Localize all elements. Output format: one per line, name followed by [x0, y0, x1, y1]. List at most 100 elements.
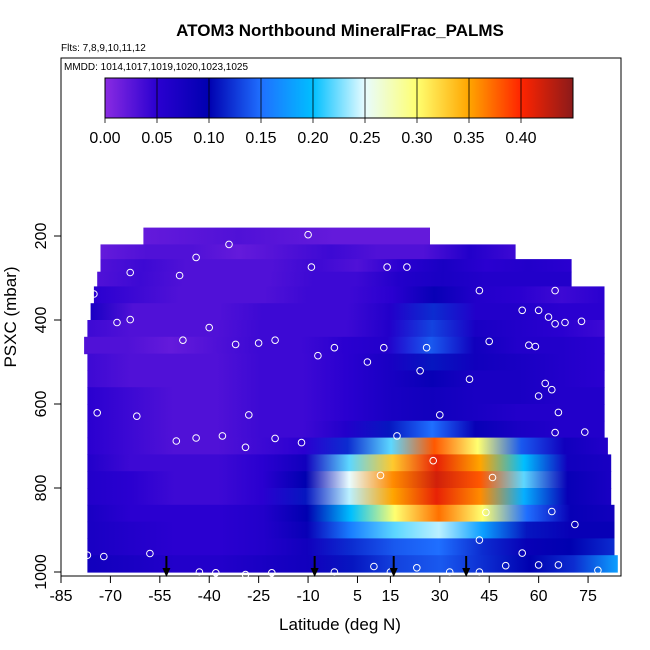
sample-point — [304, 230, 312, 239]
sample-point — [175, 271, 184, 280]
sample-point — [307, 263, 316, 271]
sample-point — [561, 318, 569, 327]
sample-point — [314, 351, 322, 360]
x-axis: -85 -70 -55 -40 -25 -10 5 15 30 45 60 75 — [49, 576, 597, 605]
sample-point — [413, 564, 421, 572]
colorbar-tick-label: 0.20 — [297, 130, 328, 147]
sample-point — [271, 336, 279, 345]
sample-point — [212, 569, 220, 577]
heatmap-band — [84, 336, 605, 355]
colorbar-tick-label: 0.25 — [349, 130, 380, 147]
heatmap-band — [87, 404, 605, 422]
sample-point — [488, 473, 497, 482]
x-tick-label: -40 — [198, 588, 221, 605]
sample-point — [541, 379, 550, 388]
sample-point — [534, 561, 543, 569]
sample-point — [218, 432, 227, 440]
sample-point — [192, 253, 200, 262]
sample-point — [518, 549, 527, 557]
heatmap-band — [87, 555, 618, 573]
x-tick-label: 75 — [579, 588, 597, 605]
sample-point — [179, 336, 187, 345]
heatmap-band — [87, 504, 615, 523]
sample-point — [225, 240, 233, 249]
x-axis-label: Latitude (deg N) — [279, 615, 401, 634]
sample-point — [195, 568, 204, 576]
sample-point — [383, 263, 391, 271]
x-tick-label: 60 — [530, 588, 548, 605]
y-tick-label: 600 — [33, 391, 50, 418]
colorbar-tick-label: 0.30 — [401, 130, 432, 147]
sample-point — [90, 290, 98, 298]
y-tick-label: 1000 — [33, 554, 50, 590]
sample-point — [551, 428, 559, 437]
heatmap-band — [97, 271, 572, 287]
colorbar-tick-label: 0.00 — [89, 130, 120, 147]
y-tick-label: 200 — [33, 223, 50, 250]
y-axis: 200 400 600 800 1000 — [33, 223, 61, 590]
colorbar-tick-label: 0.05 — [141, 130, 172, 147]
sample-point — [577, 317, 586, 326]
sample-point — [192, 434, 200, 442]
heatmap-band — [100, 244, 516, 260]
y-tick-label: 800 — [33, 475, 50, 502]
sample-point — [393, 432, 401, 440]
sample-point — [551, 286, 559, 295]
dates-label: MMDD: 1014,1017,1019,1020,1023,1025 — [64, 62, 248, 73]
sample-point — [231, 340, 240, 349]
heatmap-band — [93, 286, 605, 304]
colorbar-tick-label: 0.15 — [245, 130, 276, 147]
sample-point — [376, 471, 385, 480]
chart-title: ATOM3 Northbound MineralFrac_PALMS — [176, 21, 504, 40]
sample-point — [485, 337, 494, 346]
sample-point — [271, 434, 279, 443]
heatmap-layer — [84, 227, 618, 573]
flight-arrow — [389, 556, 398, 577]
sample-point — [554, 408, 563, 417]
colorbar-tick-label: 0.35 — [453, 130, 484, 147]
x-tick-label: 30 — [431, 588, 449, 605]
sample-point — [534, 306, 543, 315]
sample-point — [380, 343, 388, 352]
colorbar-gradient — [104, 77, 574, 119]
colorbar-tick-label: 0.10 — [193, 130, 224, 147]
heatmap-band — [87, 387, 605, 405]
sample-point — [475, 536, 484, 544]
sample-point — [205, 323, 213, 332]
heatmap-band — [87, 471, 612, 489]
heatmap-band — [87, 420, 605, 439]
sample-point — [113, 318, 121, 327]
sample-point — [445, 568, 454, 576]
x-tick-label: 5 — [353, 588, 362, 605]
sample-point — [330, 343, 339, 352]
sample-point — [146, 549, 154, 558]
sample-point — [475, 286, 484, 295]
x-tick-label: 45 — [480, 588, 498, 605]
sample-point — [501, 561, 510, 570]
sample-point — [416, 367, 424, 375]
sample-point — [429, 456, 438, 465]
heatmap-band — [100, 259, 572, 273]
x-tick-label: 15 — [382, 588, 400, 605]
heatmap-band — [87, 488, 612, 506]
heatmap-band — [87, 538, 615, 556]
sample-point — [370, 562, 378, 571]
sample-point — [126, 315, 134, 324]
sample-point — [551, 320, 559, 328]
sample-point — [241, 570, 250, 579]
x-tick-label: -25 — [247, 588, 270, 605]
colorbar: 0.00 0.05 0.10 0.15 0.20 0.25 0.30 0.35 0.40 — [89, 77, 574, 147]
heatmap-band — [87, 370, 605, 388]
x-tick-label: -85 — [49, 588, 72, 605]
sample-point — [518, 306, 527, 315]
sample-point — [422, 343, 431, 352]
sample-point — [544, 313, 553, 321]
sample-point — [581, 428, 589, 436]
heatmap-band — [90, 303, 605, 321]
sample-point — [268, 569, 276, 577]
sample-point — [403, 263, 411, 271]
heatmap-band — [143, 227, 430, 245]
heatmap-band — [87, 437, 608, 455]
sample-point — [363, 358, 372, 366]
